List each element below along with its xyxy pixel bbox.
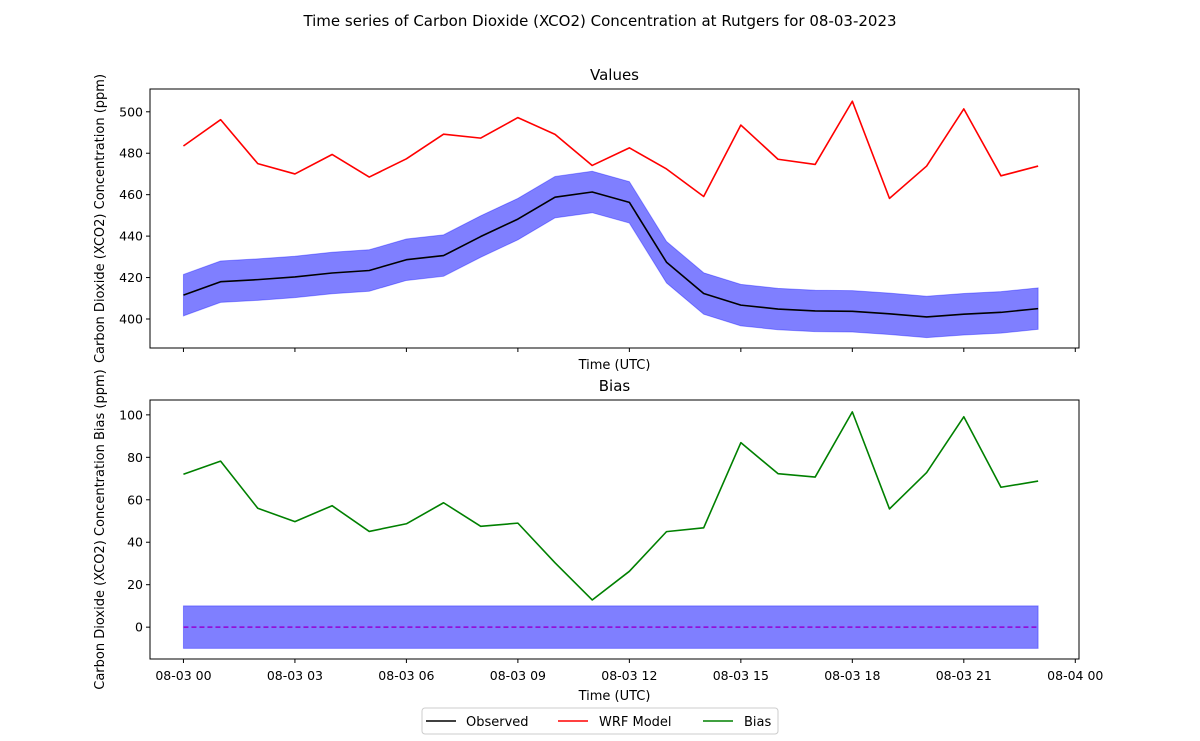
bias-x-ticks: 08-03 00 08-03 03 08-03 06 08-03 09 08-03 12… (155, 659, 1103, 683)
bias-x-tick-label: 08-03 21 (936, 668, 992, 683)
bias-y-tick-label: 0 (135, 620, 143, 635)
bias-y-axis-label: Carbon Dioxide (XCO2) Concentration Bias… (93, 369, 108, 689)
values-x-axis-label: Time (UTC) (578, 358, 651, 373)
bias-lines-group (183, 411, 1039, 628)
bias-x-tick-label: 08-03 03 (267, 668, 323, 683)
values-line-wrf-model (182, 100, 1039, 200)
bias-x-axis-label: Time (UTC) (578, 689, 651, 704)
legend-item-wrf-model: WRF Model (558, 715, 672, 730)
legend-label-bias: Bias (744, 715, 771, 730)
values-plot-frame (149, 88, 1080, 349)
legend: Observed WRF Model Bias (421, 707, 779, 735)
values-y-axis-label: Carbon Dioxide (XCO2) Concentration (ppm… (93, 74, 108, 363)
bias-panel-title: Bias (599, 377, 631, 395)
values-lines-group (182, 100, 1039, 318)
bias-y-tick-label: 80 (127, 450, 143, 465)
bias-y-tick-label: 60 (127, 492, 143, 507)
values-y-tick-label: 500 (119, 104, 143, 119)
figure-title: Time series of Carbon Dioxide (XCO2) Con… (302, 12, 896, 30)
bias-y-tick-label: 40 (127, 535, 143, 550)
bias-y-tick-label: 20 (127, 577, 143, 592)
values-y-tick-label: 420 (119, 270, 143, 285)
values-y-tick-label: 400 (119, 311, 143, 326)
values-y-tick-label: 440 (119, 229, 143, 244)
legend-item-observed: Observed (426, 715, 529, 730)
bias-x-tick-label: 08-03 12 (601, 668, 657, 683)
values-y-ticks: 400 420 440 460 480 500 (119, 104, 150, 326)
bias-x-tick-label: 08-03 06 (378, 668, 434, 683)
bias-x-tick-label: 08-03 15 (713, 668, 769, 683)
legend-label-wrf-model: WRF Model (599, 715, 672, 730)
values-y-tick-label: 460 (119, 187, 143, 202)
values-y-tick-label: 480 (119, 146, 143, 161)
bias-y-ticks: 0 20 40 60 80 100 (119, 407, 150, 635)
legend-box (421, 707, 779, 735)
legend-item-bias: Bias (703, 715, 771, 730)
bias-line-bias (183, 411, 1039, 601)
bias-x-tick-label: 08-03 00 (155, 668, 211, 683)
bias-y-tick-label: 100 (119, 407, 143, 422)
values-uncertainty-band-group (182, 170, 1039, 339)
values-panel-title: Values (590, 66, 639, 84)
values-x-ticks (182, 348, 1076, 352)
bias-x-tick-label: 08-04 00 (1047, 668, 1103, 683)
legend-label-observed: Observed (466, 715, 529, 730)
bias-x-tick-label: 08-03 18 (824, 668, 880, 683)
bias-x-tick-label: 08-03 09 (490, 668, 546, 683)
values-panel: Values 400 420 440 460 480 500 Time (UTC) Car… (93, 66, 1080, 373)
values-uncertainty-band (182, 170, 1039, 339)
bias-plot-frame (149, 399, 1080, 660)
values-line-observed (183, 191, 1039, 318)
